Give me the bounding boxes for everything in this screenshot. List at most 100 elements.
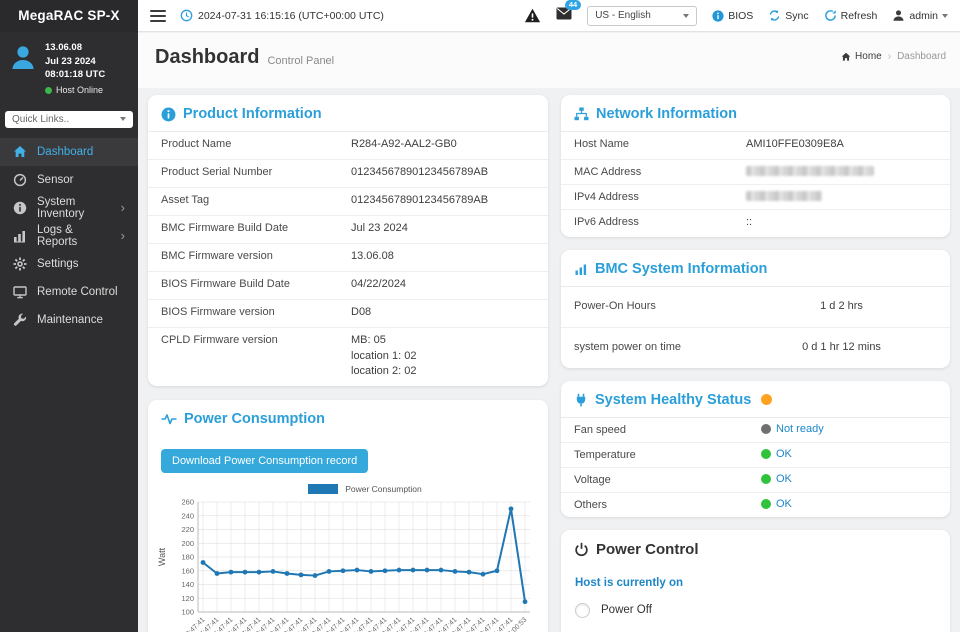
breadcrumb-home-link[interactable]: Home — [841, 51, 882, 62]
download-power-record-button[interactable]: Download Power Consumption record — [161, 449, 369, 474]
firmware-build-datetime: Jul 23 2024 08:01:18 UTC — [45, 56, 106, 80]
table-row: Host Name AMI10FFE0309E8A — [561, 132, 950, 160]
power-consumption-chart: 13:47:4114:47:4115:47:4116:47:4117:47:41… — [157, 498, 530, 632]
product-information-panel: Product Information Product Name R284-A92… — [148, 95, 548, 387]
host-power-status-text: Host is currently on — [575, 576, 683, 589]
caret-down-icon — [120, 117, 126, 122]
quick-links-select[interactable]: Quick Links.. — [5, 110, 133, 128]
sidebar-menu: Dashboard Sensor System Inventory › Logs… — [0, 137, 138, 334]
refresh-button[interactable]: Refresh — [824, 9, 877, 22]
power-control-title: Power Control — [561, 530, 950, 567]
bars-icon — [574, 262, 588, 276]
warning-icon[interactable] — [524, 8, 541, 23]
chevron-right-icon: › — [120, 200, 125, 216]
monitor-icon — [13, 285, 27, 299]
legend-label: Power Consumption — [345, 484, 422, 495]
chart-legend: Power Consumption — [182, 484, 548, 495]
info-circle-icon — [712, 9, 724, 22]
status-link[interactable]: OK — [776, 497, 792, 510]
table-row: CPLD Firmware version MB: 05 location 1: … — [161, 333, 417, 378]
overall-health-dot — [761, 394, 773, 406]
sidebar-item-sensor[interactable]: Sensor — [0, 166, 138, 194]
sidebar-item-logs-reports[interactable]: Logs & Reports › — [0, 222, 138, 250]
table-row: Others OK — [574, 497, 792, 511]
language-select[interactable]: US - English — [587, 5, 698, 26]
sidebar-item-remote-control[interactable]: Remote Control — [0, 278, 138, 306]
table-row: Product Name R284-A92-AAL2-GB0 — [148, 132, 548, 160]
table-row: Power-On Hours 1 d 2 hrs — [561, 287, 950, 328]
svg-text:140: 140 — [181, 580, 194, 589]
power-icon — [574, 542, 589, 557]
sidebar-item-settings[interactable]: Settings — [0, 250, 138, 278]
sync-icon — [770, 10, 780, 21]
home-icon — [841, 52, 851, 61]
host-status: Host Online — [45, 85, 132, 97]
pulse-icon — [161, 412, 177, 426]
refresh-icon — [824, 10, 836, 21]
power-off-radio[interactable] — [575, 602, 590, 618]
info-circle-icon — [161, 107, 176, 122]
table-row: Temperature OK — [561, 443, 950, 468]
page-title: Dashboard — [155, 46, 260, 68]
breadcrumb: Home › Dashboard — [841, 46, 946, 62]
table-row: IPv6 Address:: — [574, 215, 753, 228]
person-icon — [893, 10, 904, 21]
table-row: IPv4 Address — [561, 185, 950, 210]
system-healthy-status-panel: System Healthy Status Fan speed Not read… — [561, 380, 950, 517]
breadcrumb-current: Dashboard — [897, 51, 946, 62]
app-logo: MegaRAC SP-X — [0, 0, 138, 32]
product-information-title: Product Information — [148, 95, 548, 132]
bios-button[interactable]: BIOS — [712, 10, 753, 22]
bmc-system-information-title: BMC System Information — [561, 250, 950, 287]
legend-swatch — [308, 484, 339, 495]
user-block: 13.06.08 Jul 23 2024 08:01:18 UTC Host O… — [0, 32, 138, 105]
svg-text:120: 120 — [181, 594, 194, 603]
system-time: 2024-07-31 16:15:16 (UTC+00:00 UTC) — [180, 9, 384, 22]
clock-icon — [180, 9, 193, 22]
gauge-icon — [13, 173, 27, 187]
info-circle-icon — [13, 201, 27, 215]
power-consumption-panel: Power Consumption Download Power Consump… — [148, 400, 548, 632]
svg-text:200: 200 — [181, 539, 194, 548]
svg-text:180: 180 — [181, 553, 194, 562]
table-row: Asset Tag 01234567890123456789AB — [148, 188, 548, 216]
firmware-version: 13.06.08 — [45, 42, 82, 53]
dashboard-content: Product Information Product Name R284-A92… — [138, 88, 960, 632]
svg-text:220: 220 — [181, 525, 194, 534]
svg-text:Watt: Watt — [157, 548, 167, 567]
table-row: Voltage OK — [561, 468, 950, 493]
home-icon — [13, 145, 27, 159]
bar-chart-icon — [13, 229, 27, 243]
hamburger-menu-icon[interactable] — [148, 7, 168, 25]
messages-count-badge: 44 — [564, 0, 582, 10]
chevron-right-icon: › — [120, 228, 125, 244]
status-link[interactable]: OK — [776, 472, 792, 485]
power-control-panel: Power Control Host is currently on Power… — [561, 529, 950, 632]
table-row: Product Serial Number 0123456789012345678… — [148, 160, 548, 188]
table-row: BIOS Firmware Build Date 04/22/2024 — [148, 272, 548, 300]
sidebar-item-system-inventory[interactable]: System Inventory › — [0, 194, 138, 222]
table-row: Fan speed Not ready — [561, 418, 950, 443]
network-information-title: Network Information — [561, 95, 950, 132]
topbar: 2024-07-31 16:15:16 (UTC+00:00 UTC) 44 U… — [138, 0, 960, 32]
status-link[interactable]: OK — [776, 447, 792, 460]
sync-button[interactable]: Sync — [768, 9, 809, 22]
gear-icon — [13, 257, 27, 271]
sidebar-item-dashboard[interactable]: Dashboard — [0, 137, 138, 166]
messages-button[interactable]: 44 — [556, 0, 582, 25]
caret-down-icon — [942, 13, 948, 18]
status-link[interactable]: Not ready — [776, 422, 824, 435]
status-dot — [761, 423, 771, 434]
sidebar: MegaRAC SP-X 13.06.08 Jul 23 2024 08:01:… — [0, 0, 138, 632]
power-consumption-title: Power Consumption — [148, 400, 548, 436]
table-row: MAC Address — [561, 160, 950, 185]
sidebar-item-maintenance[interactable]: Maintenance — [0, 306, 138, 334]
redacted-mac-address — [746, 165, 874, 176]
status-dot — [761, 473, 771, 484]
table-row: BIOS Firmware version D08 — [148, 300, 548, 328]
user-menu[interactable]: admin — [892, 9, 948, 22]
power-off-option: Power Off — [575, 602, 936, 618]
host-online-dot — [45, 87, 52, 95]
svg-text:240: 240 — [181, 512, 194, 521]
table-row: system power on time 0 d 1 hr 12 mins — [574, 340, 881, 353]
